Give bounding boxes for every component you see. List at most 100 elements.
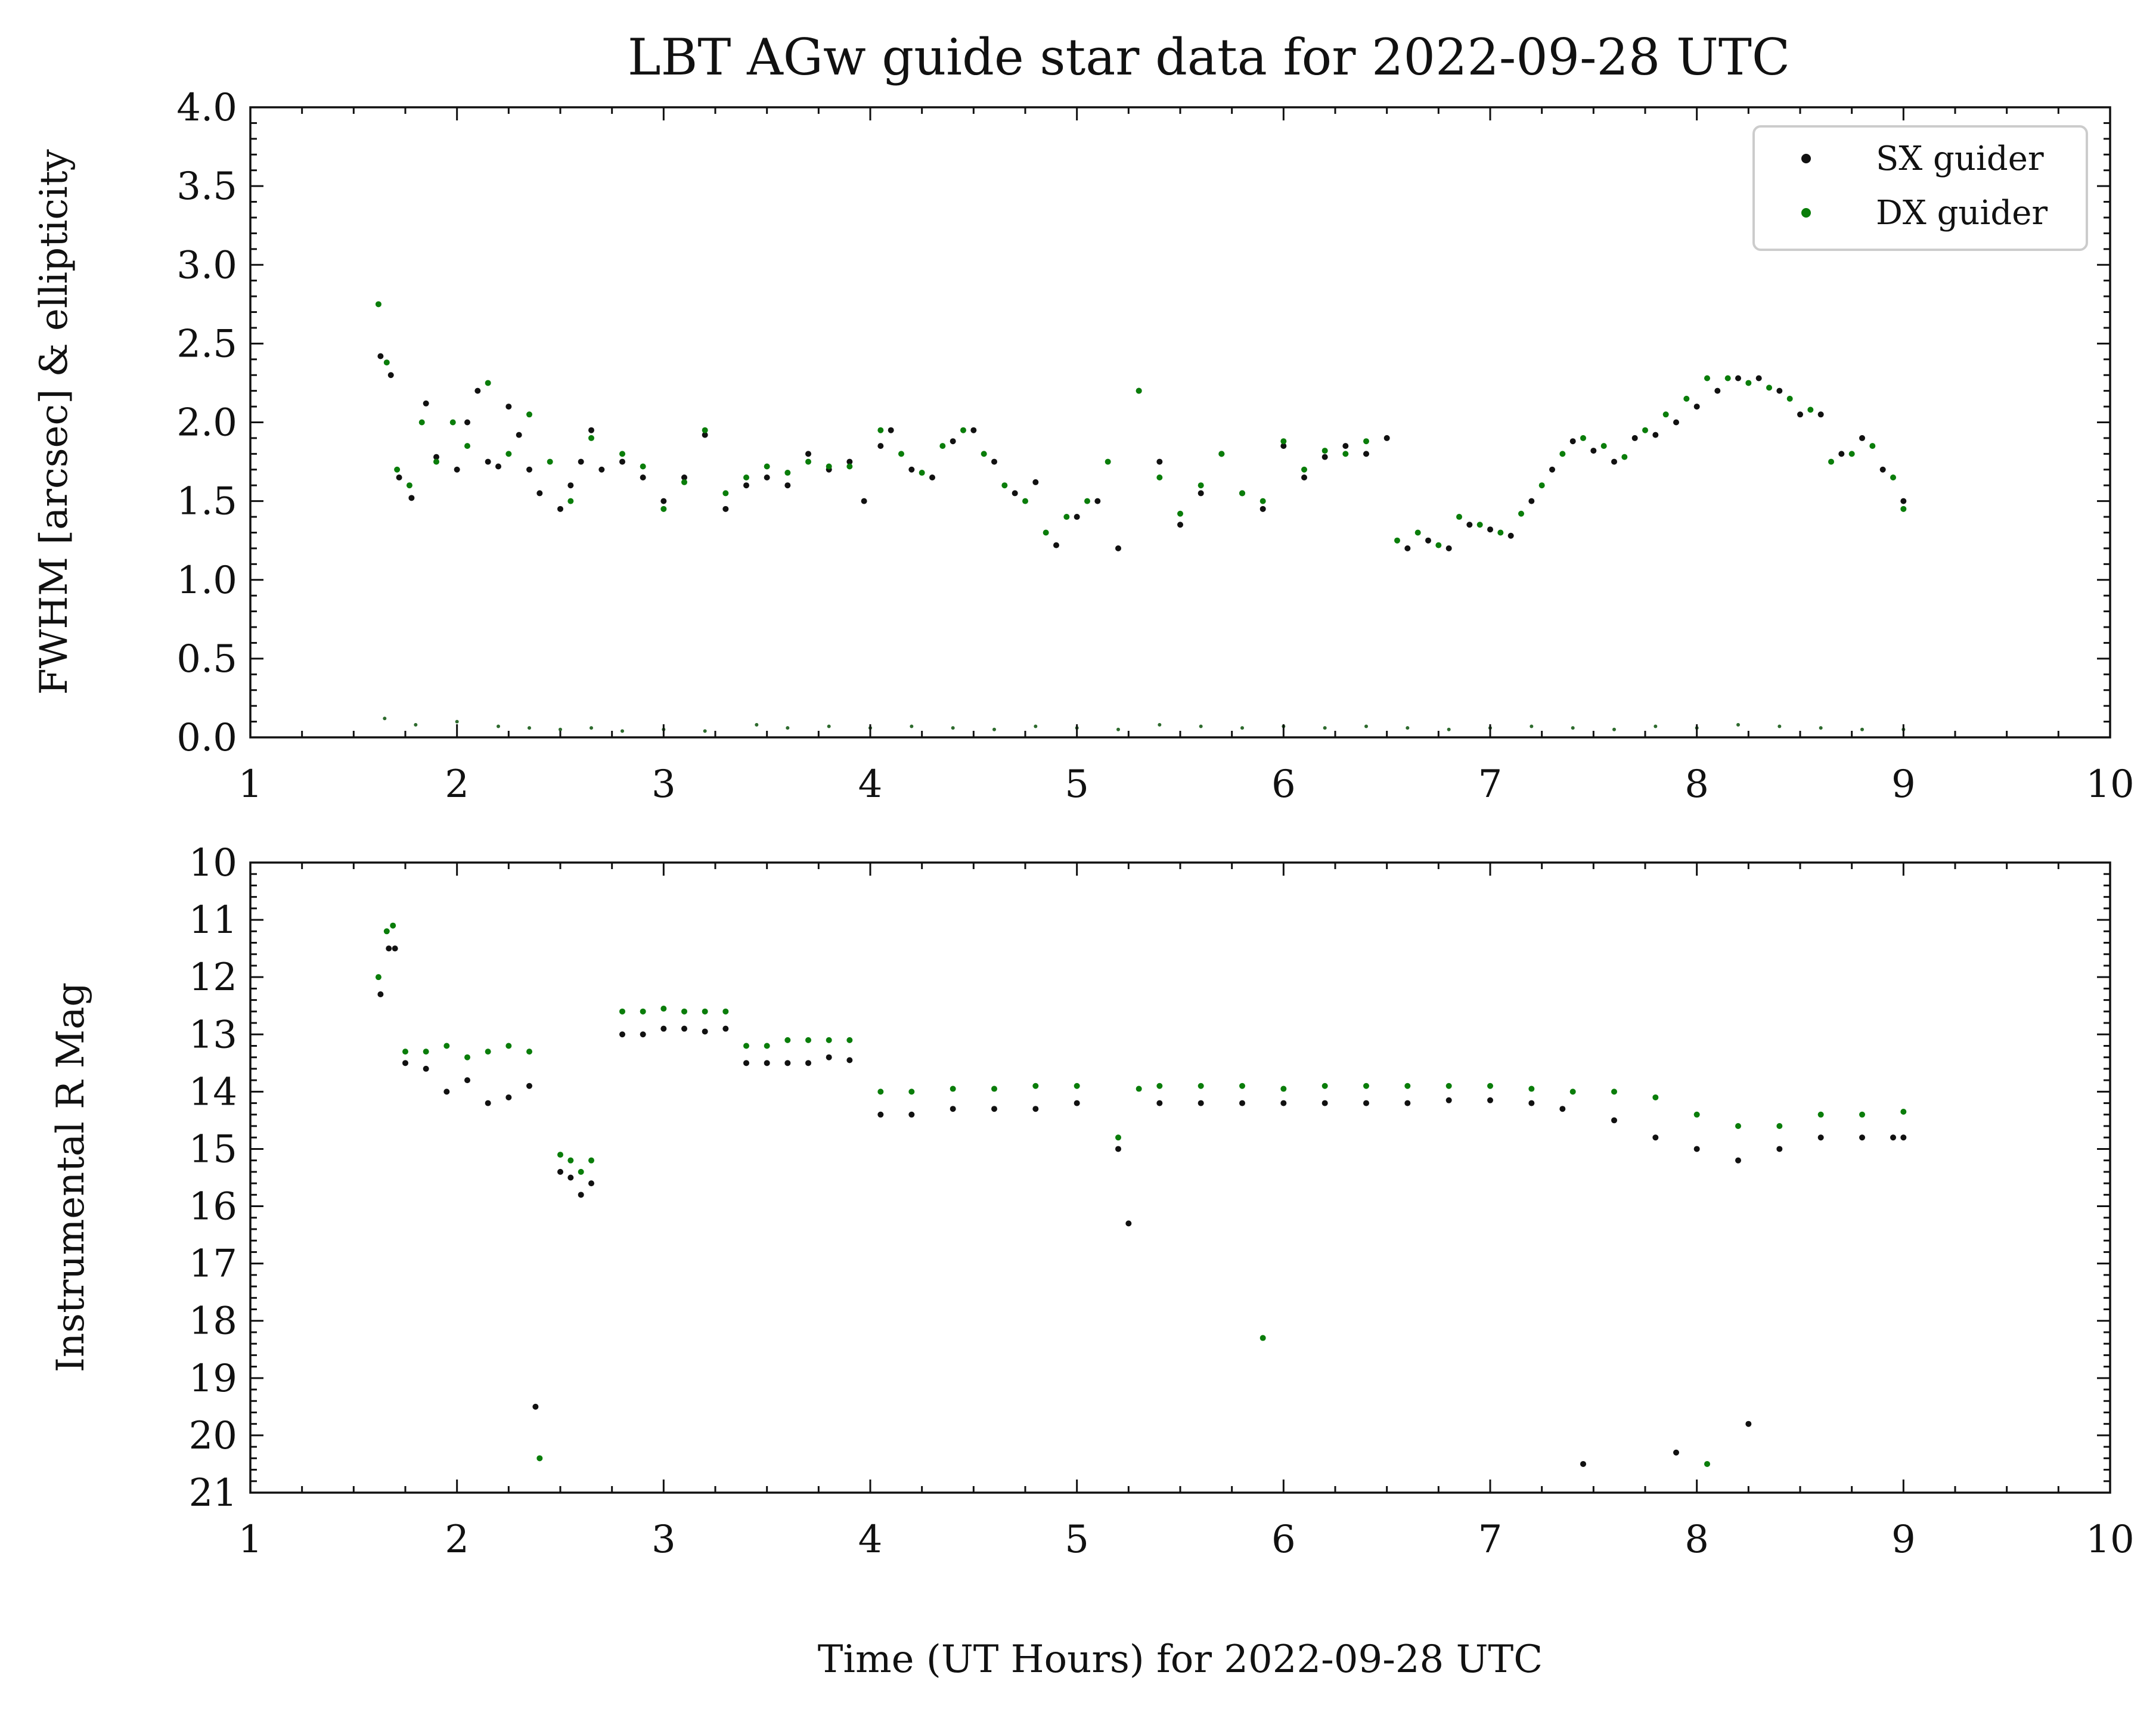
- fwhm-point-series-1: [1321, 448, 1328, 454]
- mag-point-series-0: [743, 1060, 749, 1066]
- fwhm-point-series-2: [1447, 727, 1451, 731]
- fwhm-point-series-1: [1435, 542, 1442, 548]
- fwhm-x-tick-label: 7: [1478, 762, 1503, 807]
- fwhm-point-series-1: [1043, 529, 1049, 536]
- fwhm-point-series-0: [1466, 522, 1473, 528]
- mag-point-series-0: [578, 1192, 584, 1198]
- mag-point-series-1: [375, 974, 381, 981]
- fwhm-point-series-0: [1177, 522, 1183, 528]
- mag-point-series-1: [443, 1043, 450, 1049]
- fwhm-point-series-0: [929, 474, 935, 480]
- mag-point-series-1: [1776, 1123, 1783, 1130]
- fwhm-point-series-1: [1580, 435, 1586, 441]
- mag-point-series-1: [423, 1049, 429, 1055]
- fwhm-point-series-0: [888, 427, 894, 433]
- fwhm-point-series-1: [433, 458, 439, 465]
- fwhm-point-series-0: [526, 466, 532, 473]
- fwhm-point-series-0: [495, 463, 501, 470]
- fwhm-point-series-2: [992, 727, 996, 731]
- mag-point-series-0: [1115, 1146, 1121, 1152]
- fwhm-point-series-1: [1022, 498, 1028, 504]
- fwhm-point-series-1: [1559, 451, 1566, 457]
- mag-point-series-0: [423, 1065, 429, 1072]
- legend-label-dx: DX guider: [1876, 194, 2048, 232]
- fwhm-panel: 1 2 3 4 5 6 7 8 9 10 0.0 0.5 1.0 1.5 2.0 2.5 3.0 3.5 4.0 F…: [32, 86, 2135, 807]
- fwhm-point-series-0: [1549, 466, 1555, 473]
- legend-marker-dx: [1801, 208, 1811, 218]
- fwhm-point-series-0: [1735, 375, 1741, 382]
- fwhm-point-series-2: [910, 724, 914, 728]
- mag-x-tick-label: 9: [1891, 1518, 1916, 1562]
- fwhm-point-series-0: [1569, 438, 1576, 445]
- fwhm-point-series-2: [1240, 726, 1244, 730]
- fwhm-point-series-0: [619, 458, 625, 465]
- mag-point-series-0: [826, 1054, 832, 1060]
- fwhm-point-series-0: [1652, 432, 1659, 438]
- fwhm-point-series-0: [1301, 474, 1307, 480]
- mag-point-series-1: [702, 1008, 708, 1015]
- mag-point-series-1: [805, 1037, 811, 1043]
- fwhm-point-series-2: [1736, 722, 1740, 727]
- mag-x-tick-label: 1: [238, 1518, 263, 1562]
- fwhm-point-series-1: [1218, 451, 1225, 457]
- mag-x-tick-label: 7: [1478, 1518, 1503, 1562]
- fwhm-point-series-0: [1776, 387, 1783, 394]
- chart-title: LBT AGw guide star data for 2022-09-28 U…: [628, 28, 1790, 86]
- fwhm-point-series-0: [1590, 448, 1597, 454]
- mag-point-series-0: [660, 1025, 667, 1032]
- mag-point-series-1: [526, 1049, 532, 1055]
- mag-point-series-0: [392, 945, 398, 952]
- fwhm-point-series-1: [1063, 514, 1070, 520]
- fwhm-y-tick-label: 4.0: [176, 86, 237, 130]
- mag-point-series-1: [1260, 1335, 1266, 1341]
- mag-point-series-0: [505, 1094, 512, 1100]
- fwhm-point-series-0: [1817, 411, 1824, 418]
- fwhm-point-series-1: [1786, 395, 1793, 402]
- fwhm-point-series-2: [786, 726, 790, 730]
- fwhm-point-series-1: [1394, 537, 1400, 544]
- mag-point-series-0: [702, 1028, 708, 1035]
- fwhm-point-series-0: [588, 427, 594, 433]
- mag-point-series-1: [505, 1043, 512, 1049]
- fwhm-plot-frame: [249, 106, 2111, 739]
- fwhm-y-tick-label: 0.0: [176, 716, 237, 760]
- mag-point-series-1: [485, 1049, 491, 1055]
- legend-label-sx: SX guider: [1876, 139, 2044, 178]
- fwhm-point-series-2: [755, 722, 759, 727]
- fwhm-y-tick-label: 1.0: [176, 559, 237, 603]
- fwhm-point-series-0: [505, 404, 512, 410]
- mag-point-series-0: [485, 1100, 491, 1106]
- fwhm-point-series-2: [1777, 724, 1782, 728]
- fwhm-point-series-2: [1530, 724, 1534, 728]
- mag-y-tick-label: 12: [189, 956, 237, 1000]
- fwhm-point-series-0: [516, 432, 522, 438]
- fwhm-point-series-0: [908, 466, 915, 473]
- fwhm-point-series-2: [528, 726, 531, 730]
- fwhm-point-series-1: [485, 380, 491, 386]
- fwhm-point-series-0: [1693, 404, 1700, 410]
- fwhm-point-series-1: [846, 463, 853, 470]
- fwhm-point-series-0: [557, 505, 563, 512]
- fwhm-point-series-2: [383, 717, 387, 721]
- mag-point-series-1: [578, 1168, 584, 1175]
- mag-point-series-1: [383, 928, 390, 935]
- fwhm-point-series-0: [1032, 479, 1039, 485]
- mag-point-series-0: [386, 945, 392, 952]
- mag-point-series-0: [1445, 1097, 1452, 1103]
- mag-point-series-1: [1693, 1111, 1700, 1118]
- mag-point-series-1: [764, 1043, 770, 1049]
- fwhm-point-series-1: [406, 482, 412, 489]
- fwhm-y-tick-label: 3.0: [176, 243, 237, 287]
- mag-point-series-1: [1817, 1111, 1824, 1118]
- mag-y-tick-label: 11: [189, 898, 237, 942]
- mag-point-series-1: [1445, 1083, 1452, 1089]
- mag-point-series-1: [784, 1037, 791, 1043]
- fwhm-point-series-0: [1900, 498, 1907, 504]
- fwhm-point-series-0: [1012, 490, 1018, 497]
- fwhm-point-series-0: [877, 443, 884, 449]
- mag-point-series-0: [991, 1106, 997, 1112]
- mag-point-series-1: [1198, 1083, 1204, 1089]
- fwhm-point-series-1: [1280, 438, 1287, 445]
